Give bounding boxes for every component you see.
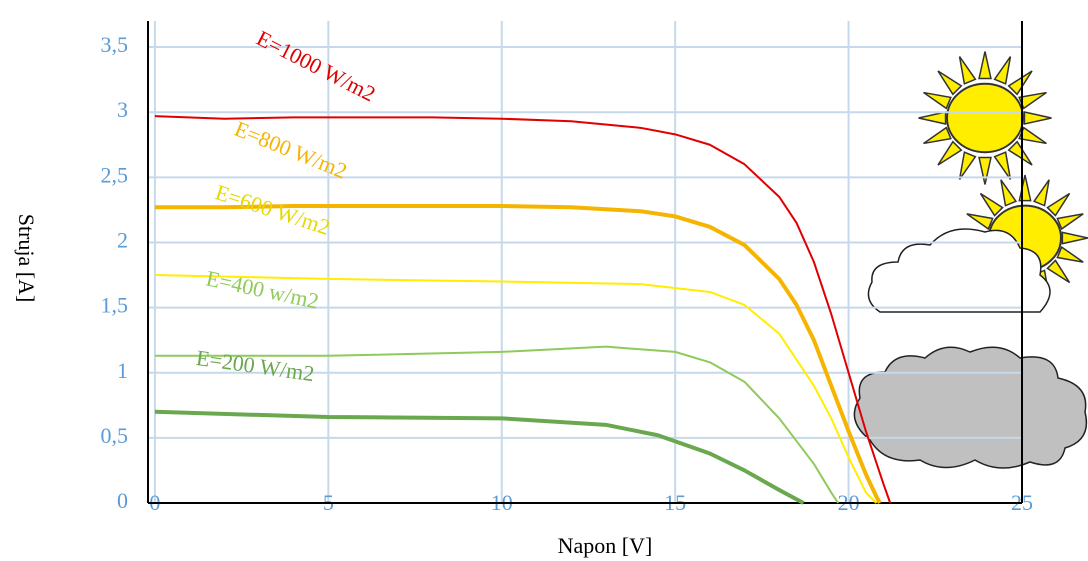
y-tick-label: 1,5 bbox=[101, 293, 129, 318]
sun-ray bbox=[1032, 179, 1050, 207]
series-label: E=1000 W/m2 bbox=[253, 25, 380, 106]
cloud bbox=[867, 228, 1051, 313]
cloud bbox=[853, 346, 1088, 469]
sun-ray bbox=[979, 192, 1004, 217]
sun bbox=[918, 51, 1052, 185]
sun-ray bbox=[993, 56, 1012, 85]
x-axis-title: Napon [V] bbox=[558, 533, 653, 558]
sun-ray bbox=[958, 151, 977, 180]
sun-ray bbox=[1018, 91, 1047, 110]
sun-ray bbox=[923, 126, 952, 145]
sun-ray bbox=[1018, 126, 1047, 145]
y-tick-label: 3,5 bbox=[101, 32, 129, 57]
sun-ray bbox=[1056, 213, 1084, 231]
y-tick-label: 2 bbox=[117, 228, 128, 253]
series-line bbox=[154, 115, 892, 504]
series-line bbox=[154, 345, 840, 504]
sun-disc bbox=[946, 82, 1024, 154]
sun-ray bbox=[978, 51, 992, 80]
sun-ray bbox=[993, 151, 1012, 180]
weather-icons bbox=[853, 51, 1088, 469]
sun-ray bbox=[1056, 245, 1084, 263]
sun-ray bbox=[1000, 179, 1018, 207]
series-label: E=400 w/m2 bbox=[204, 265, 321, 313]
y-tick-label: 0 bbox=[117, 488, 128, 513]
sun-ray bbox=[1007, 70, 1033, 96]
series-label: E=600 W/m2 bbox=[212, 179, 333, 240]
y-tick-label: 2,5 bbox=[101, 162, 129, 187]
sun-ray bbox=[1007, 140, 1033, 166]
sun-ray bbox=[1046, 192, 1071, 217]
y-tick-label: 3 bbox=[117, 97, 128, 122]
series-line bbox=[154, 409, 805, 505]
series-line bbox=[154, 203, 882, 504]
sun-ray bbox=[978, 156, 992, 185]
sun-ray bbox=[1061, 231, 1088, 245]
series-label: E=800 W/m2 bbox=[231, 116, 351, 184]
sun-ray bbox=[1023, 111, 1052, 125]
sun-ray bbox=[1046, 259, 1071, 284]
sun-ray bbox=[918, 111, 947, 125]
sun-ray bbox=[937, 70, 963, 96]
y-axis-title: Struja [A] bbox=[14, 214, 39, 303]
y-tick-label: 1 bbox=[117, 358, 128, 383]
series-line bbox=[154, 274, 878, 504]
sun-ray bbox=[958, 56, 977, 85]
sun-ray bbox=[923, 91, 952, 110]
sun-ray bbox=[966, 213, 994, 231]
sun-ray bbox=[937, 140, 963, 166]
y-tick-label: 0,5 bbox=[101, 423, 129, 448]
series-label: E=200 W/m2 bbox=[195, 345, 316, 386]
